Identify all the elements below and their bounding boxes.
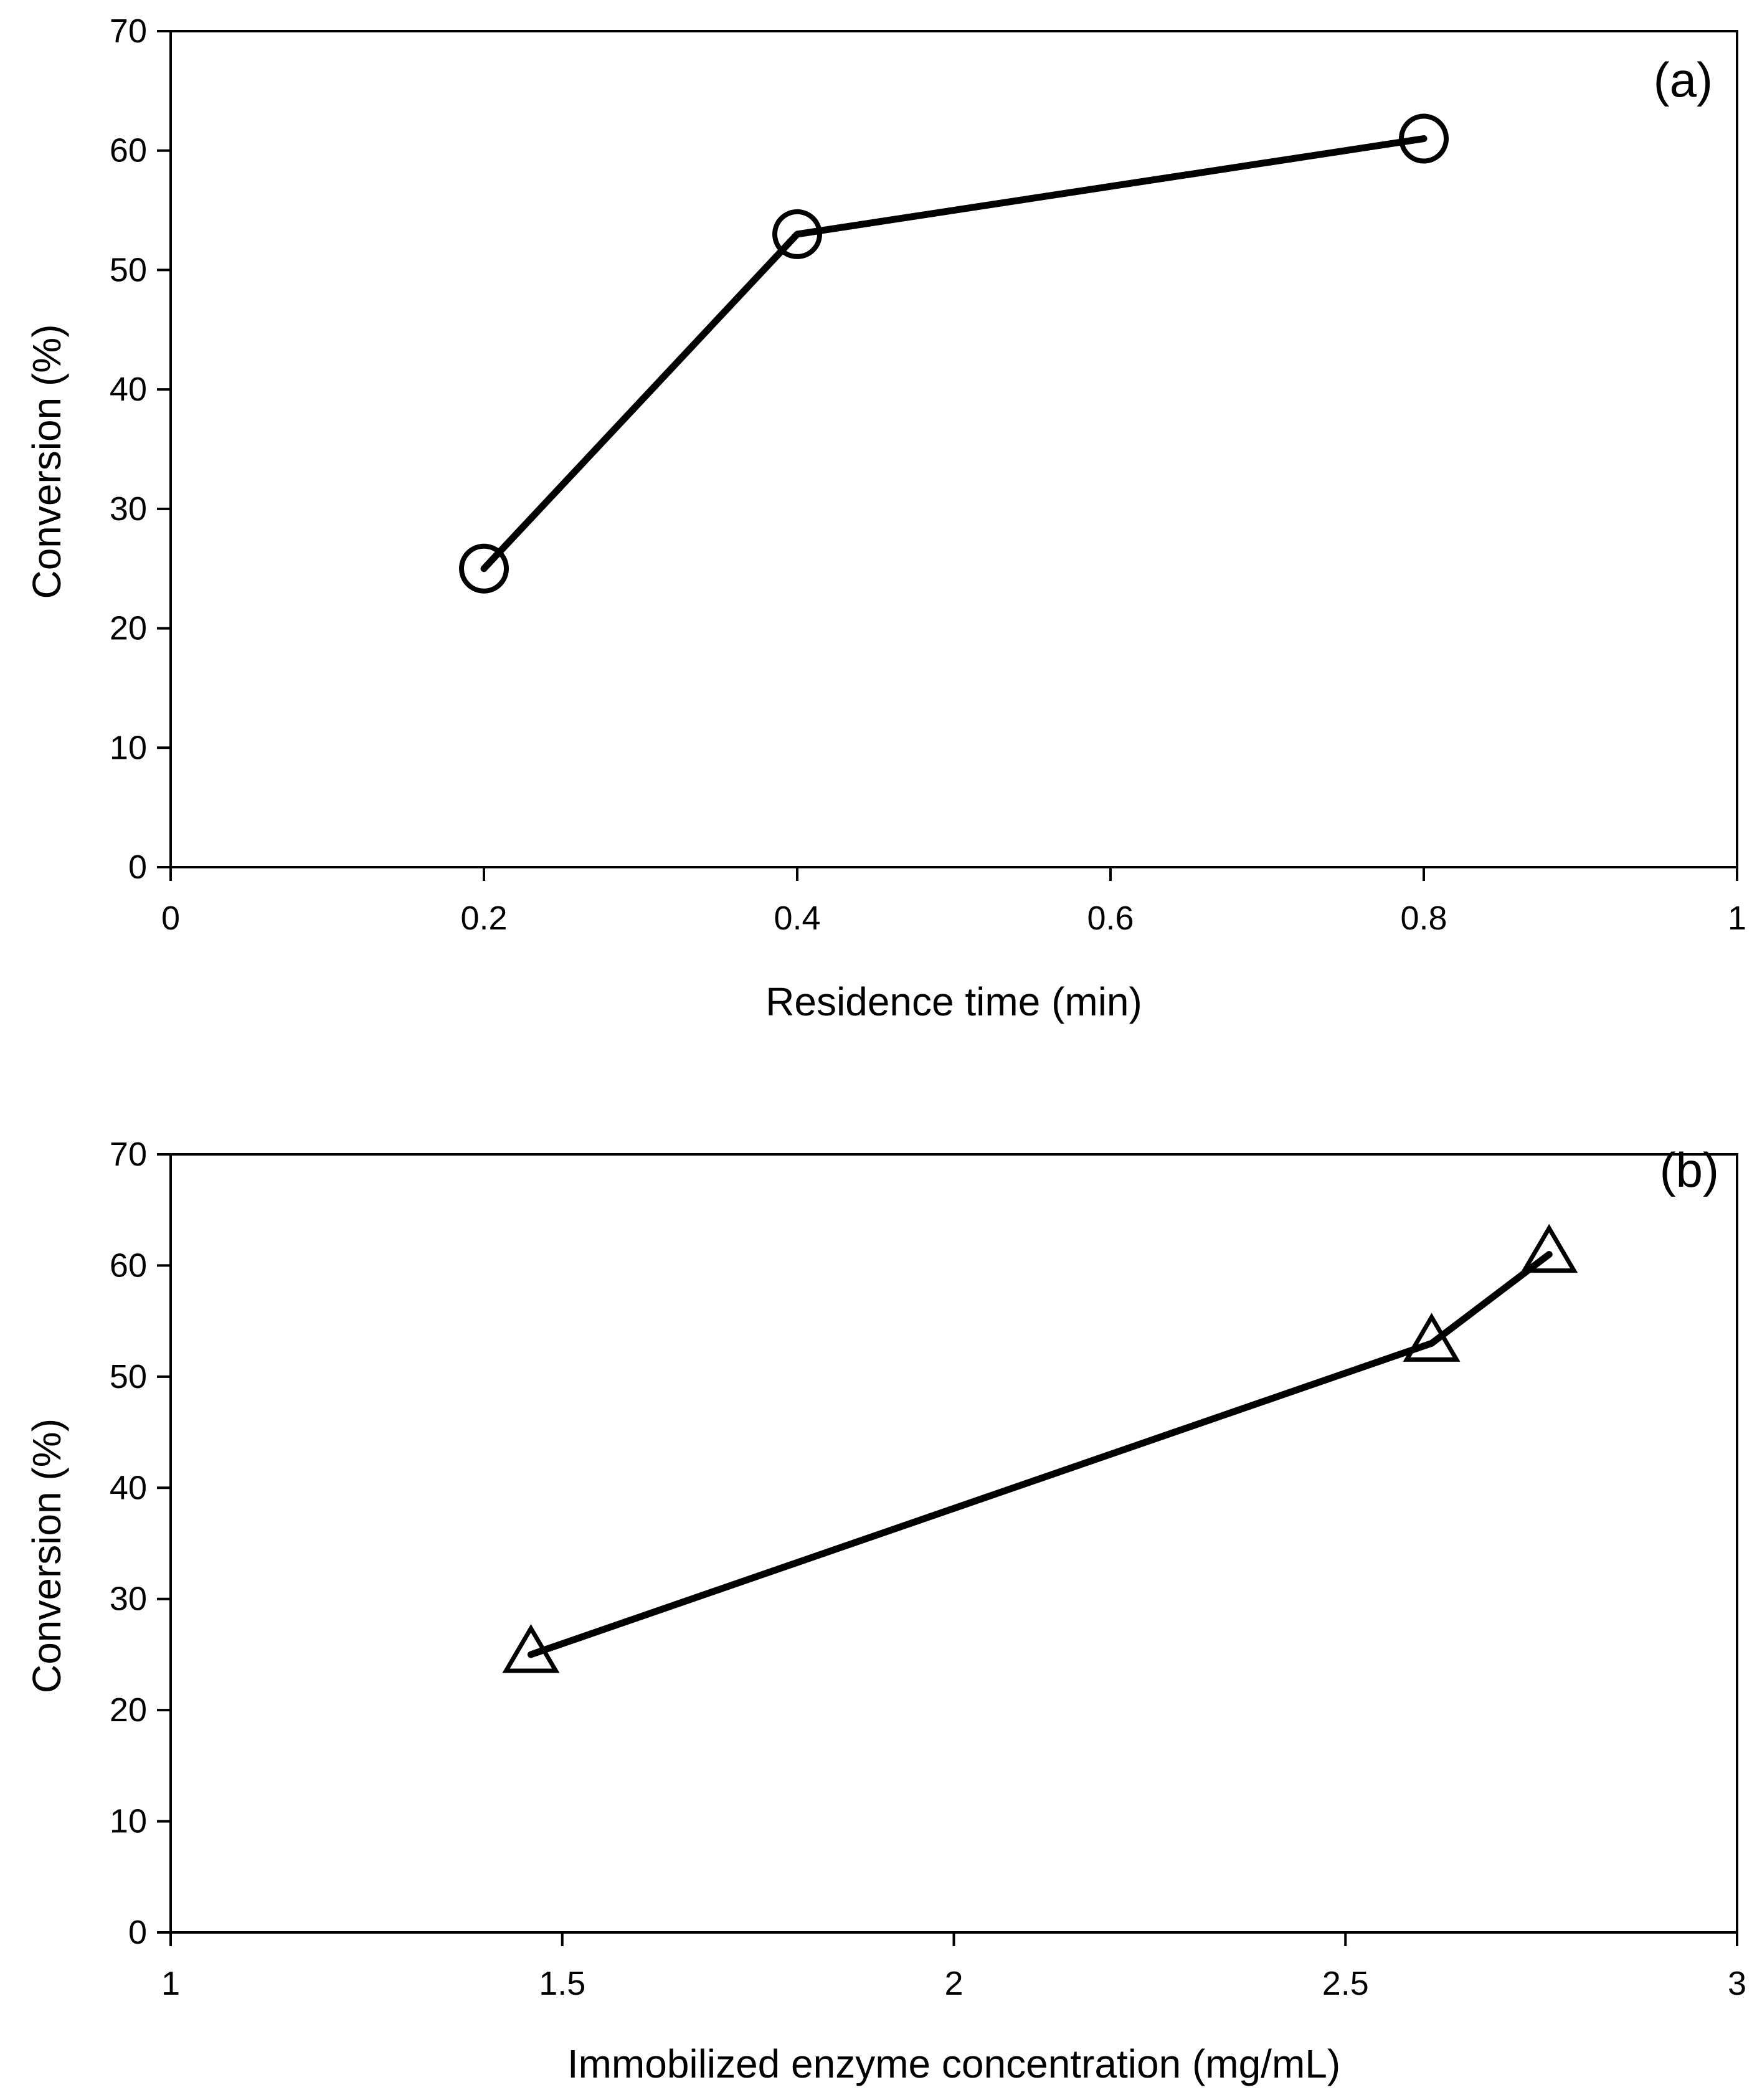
chart-panel-a: 0 10 20 30 40 50 60 70 0 0.2 0.4 0.6 0.8 1 Residence t… [24, 12, 1746, 1024]
data-point-triangle [1403, 1313, 1461, 1362]
y-tick-label: 50 [110, 251, 147, 288]
x-tick-label: 1 [161, 1965, 180, 2002]
y-axis-label: Conversion (%) [24, 324, 69, 599]
y-tick-label: 0 [128, 848, 147, 886]
x-tick-label: 0 [161, 900, 180, 937]
data-point-circle [459, 543, 509, 594]
y-tick-label: 30 [110, 490, 147, 528]
x-tick-label: 0.8 [1400, 900, 1447, 937]
series-line [527, 1251, 1553, 1658]
data-point-triangle [1520, 1223, 1578, 1273]
data-point-circle [1399, 113, 1449, 164]
plot-area-border [169, 30, 1738, 868]
y-tick-label: 10 [110, 729, 147, 766]
x-tick-label: 2.5 [1322, 1965, 1369, 2002]
y-tick-label: 50 [110, 1358, 147, 1395]
x-tick-label: 3 [1728, 1965, 1746, 2002]
y-tick-label: 20 [110, 610, 147, 647]
x-tick-label: 1 [1728, 900, 1746, 937]
y-tick-label: 40 [110, 371, 147, 408]
x-tick-label: 2 [944, 1965, 963, 2002]
y-tick-label: 0 [128, 1914, 147, 1951]
x-tick-label: 0.6 [1087, 900, 1134, 937]
x-tick-label: 0.4 [774, 900, 820, 937]
y-tick-label: 70 [110, 12, 147, 50]
series-line [480, 135, 1428, 573]
y-tick-label: 40 [110, 1469, 147, 1506]
x-axis-label: Immobilized enzyme concentration (mg/mL) [567, 2041, 1340, 2086]
y-tick-label: 20 [110, 1691, 147, 1729]
data-point-circle [772, 209, 822, 259]
x-axis-label: Residence time (min) [765, 979, 1142, 1024]
panel-label: (a) [1654, 52, 1713, 107]
chart-panel-b: 0 10 20 30 40 50 60 70 1 1.5 2 2.5 3 Immobilized enzy… [24, 1136, 1746, 2086]
data-point-triangle [502, 1624, 560, 1673]
y-tick-label: 60 [110, 132, 147, 169]
y-tick-label: 10 [110, 1803, 147, 1840]
y-axis-label: Conversion (%) [24, 1418, 69, 1693]
y-tick-label: 70 [110, 1136, 147, 1173]
x-tick-label: 1.5 [539, 1965, 585, 2002]
x-tick-label: 0.2 [460, 900, 507, 937]
y-tick-label: 30 [110, 1580, 147, 1618]
y-tick-label: 60 [110, 1247, 147, 1284]
panel-label: (b) [1660, 1143, 1719, 1197]
